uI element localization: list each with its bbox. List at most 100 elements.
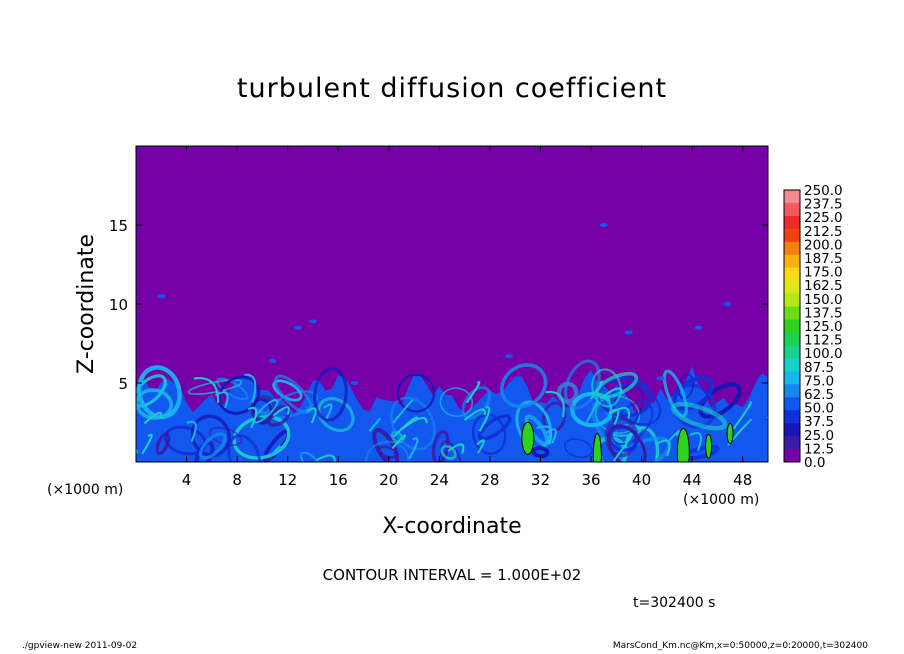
colorbar-swatch [784, 228, 800, 243]
turbulence-swirl [556, 381, 579, 404]
turbulence-swirl [461, 386, 491, 420]
colorbar-label: 150.0 [804, 292, 843, 308]
high-value-contour [521, 421, 535, 455]
turbulence-swirl [364, 440, 410, 462]
turbulence-blob [157, 294, 166, 299]
turbulence-swirl [300, 451, 321, 462]
turbulence-filament [306, 407, 317, 424]
turbulence-filament [586, 396, 599, 423]
turbulence-swirl [136, 374, 167, 408]
colorbar-label: 187.5 [804, 251, 843, 267]
x-tick-label: 36 [581, 471, 600, 489]
colorbar-label: 212.5 [804, 224, 843, 240]
colorbar-swatch [784, 254, 800, 269]
turbulence-filament [476, 439, 485, 454]
turbulence-swirl [477, 414, 512, 441]
turbulence-blob [308, 319, 317, 324]
turbulence-swirl [662, 369, 688, 418]
colorbar-swatch [784, 358, 800, 372]
x-tick-label: 12 [278, 471, 297, 489]
turbulence-swirl [431, 429, 450, 462]
turbulence-filament [408, 437, 419, 460]
colorbar-swatch [784, 267, 800, 282]
y-tick-label: 10 [109, 296, 128, 314]
x-axis: 4 8 12 16 20 24 28 32 36 40 44 48 [182, 146, 752, 489]
x-tick-label: 32 [531, 471, 550, 489]
colorbar-label: 12.5 [804, 441, 834, 457]
turbulence-filament [447, 443, 465, 454]
colorbar-label: 237.5 [804, 197, 843, 213]
turbulence-blob [694, 325, 703, 330]
plot-area [136, 146, 768, 462]
colorbar-label: 137.5 [804, 305, 843, 321]
turbulence-swirl [606, 424, 647, 462]
x-tick-label: 40 [632, 471, 651, 489]
colorbar: 250.0237.5225.0212.5200.0187.5175.0162.5… [783, 183, 843, 471]
turbulence-blob [350, 381, 359, 385]
x-tick-label: 28 [480, 471, 499, 489]
y-tick-label: 5 [118, 375, 128, 393]
turbulence-filament [244, 373, 257, 403]
x-axis-unit-left: (×1000 m) [47, 482, 124, 498]
turbulence-swirl [698, 382, 742, 419]
contour-interval-text: CONTOUR INTERVAL = 1.000E+02 [322, 566, 582, 584]
turbulence-swirl [471, 413, 507, 455]
turbulence-filament [393, 416, 419, 438]
colorbar-label: 225.0 [804, 210, 843, 226]
turbulence-blob [599, 223, 608, 227]
x-tick-label: 8 [232, 471, 242, 489]
turbulence-filament [141, 433, 153, 455]
colorbar-label: 50.0 [804, 401, 834, 417]
turbulence-swirl [155, 432, 171, 455]
colorbar-label: 125.0 [804, 319, 843, 335]
turbulence-blob [268, 358, 277, 363]
turbulence-filament [158, 383, 168, 394]
colorbar-label: 75.0 [804, 373, 834, 389]
turbulence-swirl [274, 374, 313, 415]
colorbar-swatch [784, 384, 800, 398]
turbulence-filament [732, 401, 752, 430]
turbulence-filament [766, 416, 768, 419]
turbulence-filament [536, 425, 553, 445]
x-tick-label: 48 [733, 471, 752, 489]
colorbar-label: 175.0 [804, 265, 843, 281]
colorbar-swatch [784, 436, 800, 450]
y-tick-label: 15 [109, 217, 128, 235]
turbulence-swirl [216, 377, 249, 401]
turbulence-swirl [396, 373, 436, 413]
turbulence-filament [247, 406, 258, 429]
turbulence-filament [391, 434, 407, 450]
colorbar-swatch [784, 410, 800, 424]
turbulence-filament [545, 428, 557, 444]
colorbar-label: 25.0 [804, 428, 834, 444]
colorbar-label: 0.0 [804, 455, 825, 471]
colorbar-swatch [784, 190, 800, 204]
turbulence-swirl [670, 401, 728, 431]
turbulence-swirl [198, 432, 227, 460]
turbulence-filament [608, 408, 620, 425]
x-axis-label: X-coordinate [382, 514, 522, 539]
y-axis-label: Z-coordinate [74, 234, 99, 374]
colorbar-swatch [784, 332, 800, 346]
colorbar-swatch [784, 280, 800, 295]
high-value-contour [592, 433, 602, 462]
colorbar-label: 200.0 [804, 237, 843, 253]
colorbar-frame [783, 189, 801, 463]
turbulence-filament [545, 390, 565, 418]
colorbar-label: 250.0 [804, 183, 843, 199]
turbulence-swirl [531, 446, 550, 459]
turbulence-filament [599, 387, 623, 400]
x-axis-unit-right: (×1000 m) [683, 492, 760, 508]
turbulence-filament [272, 406, 290, 417]
turbulence-blob [624, 330, 633, 335]
footer-left: ./gpview-new 2011-09-02 [22, 641, 138, 651]
colorbar-swatch [784, 202, 800, 217]
turbulence-filament [465, 381, 481, 404]
chart-title: turbulent diffusion coefficient [236, 73, 668, 104]
turbulence-filament [316, 454, 336, 462]
turbulence-filament [193, 377, 220, 403]
x-tick-label: 24 [430, 471, 449, 489]
time-label: t=302400 s [633, 595, 716, 611]
turbulence-swirl [500, 363, 548, 409]
